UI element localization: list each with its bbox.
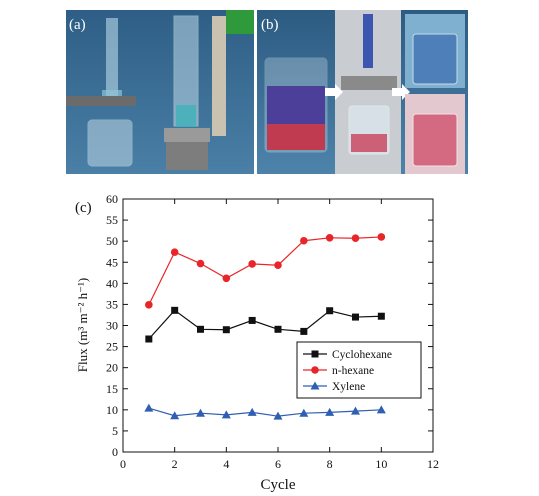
- data-point-xylene: [376, 405, 386, 414]
- legend-label: Xylene: [332, 381, 365, 393]
- flux-chart: 0 5 10 15 20 25 30 35 40 45 50 55 60 0 2 4 6 8 10 12 Cycle…: [75, 192, 439, 493]
- y-tick-label: 50: [106, 234, 118, 248]
- series-line-xylene: [148, 407, 382, 417]
- x-tick-label: 8: [327, 457, 333, 471]
- x-tick-label: 10: [375, 457, 387, 471]
- y-axis-title: Flux (m³ m⁻² h⁻¹): [75, 278, 90, 372]
- data-point-xylene: [170, 411, 180, 420]
- y-tick-label: 5: [112, 424, 118, 438]
- data-point-xylene: [351, 406, 360, 415]
- data-point-cyclohexane: [377, 312, 385, 320]
- photo-b-illustration: [257, 10, 468, 174]
- data-point-cyclohexane: [274, 325, 282, 333]
- data-point-cyclohexane: [145, 335, 153, 343]
- y-tick-label: 20: [106, 361, 118, 375]
- legend-label: Cyclohexane: [332, 349, 392, 361]
- data-point-xylene: [221, 410, 231, 419]
- data-point-n-hexane: [274, 261, 282, 270]
- y-tick-label: 60: [106, 192, 118, 206]
- y-tick-label: 15: [106, 382, 118, 396]
- data-point-xylene: [196, 408, 205, 417]
- legend-marker: [310, 381, 320, 390]
- y-tick-label: 40: [106, 276, 118, 290]
- x-tick-label: 2: [172, 457, 178, 471]
- x-tick-label: 0: [120, 457, 126, 471]
- data-point-cyclohexane: [248, 316, 256, 324]
- data-point-n-hexane: [377, 233, 386, 241]
- data-point-cyclohexane: [222, 326, 230, 334]
- y-tick-label: 35: [106, 297, 118, 311]
- photo-panel-a: [66, 10, 254, 174]
- y-tick-label: 30: [106, 319, 118, 333]
- y-tick-label: 45: [106, 255, 118, 269]
- series-line-n-hexane: [148, 236, 382, 306]
- series-layer: [144, 233, 386, 420]
- data-point-n-hexane: [222, 274, 231, 283]
- data-point-xylene: [299, 408, 309, 417]
- data-point-xylene: [144, 403, 154, 412]
- legend-label: n-hexane: [332, 365, 374, 377]
- x-tick-label: 12: [427, 457, 439, 471]
- data-point-cyclohexane: [171, 306, 179, 314]
- data-point-cyclohexane: [326, 307, 334, 315]
- chart-legend: Cyclohexane n-hexane Xylene: [296, 341, 422, 399]
- y-tick-label: 55: [106, 213, 118, 227]
- photo-panel-b: [257, 10, 468, 174]
- data-point-n-hexane: [351, 234, 360, 243]
- y-tick-label: 10: [106, 403, 118, 417]
- series-line-cyclohexane: [148, 309, 382, 340]
- data-point-xylene: [247, 407, 257, 416]
- panel-c-label: (c): [75, 200, 92, 216]
- x-axis-title: Cycle: [261, 477, 296, 493]
- data-point-n-hexane: [170, 248, 179, 256]
- photo-a-illustration: [66, 10, 254, 174]
- y-tick-label: 25: [106, 340, 118, 354]
- legend-marker: [311, 350, 319, 358]
- data-point-xylene: [325, 407, 335, 416]
- data-point-cyclohexane: [352, 313, 359, 321]
- panel-a-label: (a): [69, 17, 86, 33]
- x-tick-label: 6: [275, 457, 281, 471]
- data-point-n-hexane: [145, 301, 153, 309]
- data-point-xylene: [273, 411, 283, 420]
- data-point-cyclohexane: [300, 327, 308, 335]
- x-axis: 0 2 4 6 8 10 12: [120, 199, 439, 471]
- legend-marker: [311, 366, 319, 374]
- data-point-n-hexane: [248, 260, 256, 268]
- y-axis: 0 5 10 15 20 25 30 35 40 45 50 55 60: [106, 192, 433, 459]
- data-point-n-hexane: [196, 259, 205, 268]
- data-point-n-hexane: [325, 233, 334, 242]
- panel-b-label: (b): [261, 17, 279, 33]
- x-tick-label: 4: [223, 457, 229, 471]
- y-tick-label: 0: [112, 445, 118, 459]
- data-point-n-hexane: [300, 236, 308, 245]
- data-point-cyclohexane: [197, 325, 204, 333]
